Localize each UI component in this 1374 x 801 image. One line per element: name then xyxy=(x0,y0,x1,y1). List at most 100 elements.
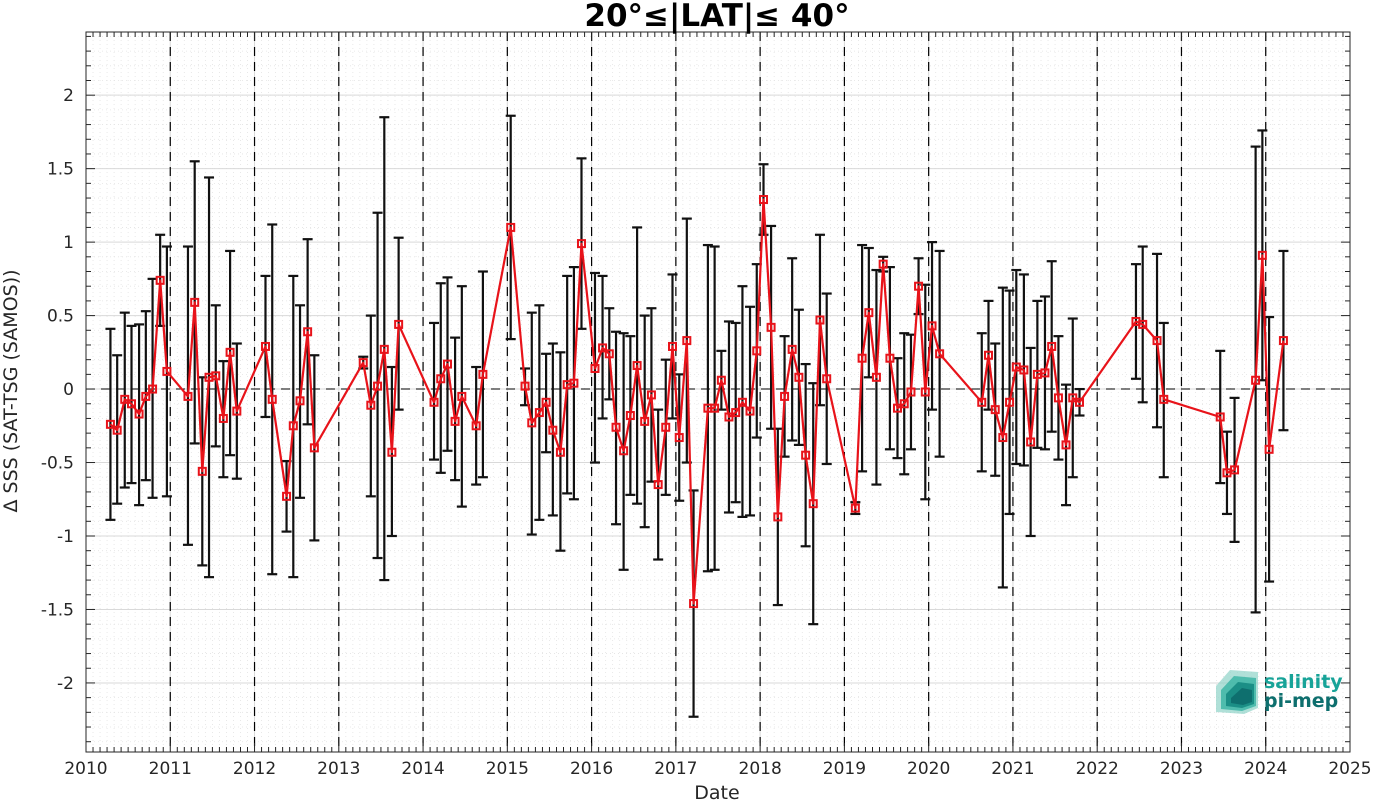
data-point xyxy=(632,361,642,371)
data-point xyxy=(127,399,137,409)
y-tick-label: 0.5 xyxy=(47,307,74,327)
x-tick-label: 2024 xyxy=(1244,759,1287,779)
data-point xyxy=(387,447,397,457)
data-point xyxy=(520,381,530,391)
logo-text-salinity: salinity xyxy=(1264,671,1343,693)
x-tick-label: 2025 xyxy=(1328,759,1371,779)
data-point xyxy=(1047,341,1057,351)
data-point xyxy=(548,425,558,435)
data-point xyxy=(759,195,769,205)
data-point xyxy=(373,381,383,391)
data-point xyxy=(1251,375,1261,385)
data-point xyxy=(1061,440,1071,450)
x-tick-label: 2012 xyxy=(233,759,276,779)
data-point xyxy=(920,387,930,397)
data-point xyxy=(640,416,650,426)
data-point xyxy=(358,358,368,368)
y-tick-label: -2 xyxy=(57,674,74,694)
data-point xyxy=(590,363,600,373)
y-tick-label: 1 xyxy=(63,233,74,253)
data-point xyxy=(899,399,909,409)
x-tick-label: 2010 xyxy=(64,759,107,779)
axes xyxy=(85,31,1351,753)
x-tick-label: 2015 xyxy=(486,759,529,779)
data-point xyxy=(1138,319,1148,329)
y-tick-label: 0 xyxy=(63,380,74,400)
data-point xyxy=(1075,397,1085,407)
data-point xyxy=(162,366,172,376)
data-point xyxy=(977,397,987,407)
data-point xyxy=(1257,250,1267,260)
data-point xyxy=(815,315,825,325)
data-point xyxy=(737,397,747,407)
data-point xyxy=(935,349,945,359)
data-point xyxy=(134,409,144,419)
data-point xyxy=(1159,394,1169,404)
data-point xyxy=(183,391,193,401)
data-point xyxy=(190,297,200,307)
x-tick-label: 2014 xyxy=(401,759,444,779)
data-point xyxy=(288,421,298,431)
data-point xyxy=(112,425,122,435)
data-point xyxy=(366,400,376,410)
x-tick-label: 2021 xyxy=(991,759,1034,779)
y-axis-label: Δ SSS (SAT-TSG (SAMOS)) xyxy=(0,269,22,512)
data-point xyxy=(822,374,832,384)
data-point xyxy=(667,341,677,351)
data-point xyxy=(141,391,151,401)
data-point xyxy=(773,512,783,522)
x-tick-label: 2020 xyxy=(907,759,950,779)
data-point xyxy=(1005,397,1015,407)
data-point xyxy=(914,281,924,291)
x-tick-label: 2016 xyxy=(570,759,613,779)
data-point xyxy=(232,406,242,416)
data-point xyxy=(155,275,165,285)
data-point xyxy=(527,418,537,428)
data-point xyxy=(1215,412,1225,422)
error-bar xyxy=(450,336,461,482)
data-point xyxy=(661,422,671,432)
data-point xyxy=(534,408,544,418)
x-tick-label: 2017 xyxy=(654,759,697,779)
data-point xyxy=(611,422,621,432)
data-point xyxy=(478,369,488,379)
year-separators xyxy=(169,32,1267,752)
error-bar xyxy=(429,321,440,461)
data-point xyxy=(745,406,755,416)
data-point xyxy=(794,372,804,382)
y-tick-label: -1.5 xyxy=(41,600,74,620)
data-point xyxy=(211,371,221,381)
x-tick-label: 2023 xyxy=(1160,759,1203,779)
data-point xyxy=(267,394,277,404)
chart-title: 20°≤|LAT|≤ 40° xyxy=(584,0,849,34)
data-point xyxy=(689,599,699,609)
data-point xyxy=(282,491,292,501)
data-point xyxy=(1053,393,1063,403)
data-point xyxy=(303,327,313,337)
data-point xyxy=(506,222,516,232)
data-point xyxy=(197,466,207,476)
x-tick-label: 2013 xyxy=(317,759,360,779)
data-point xyxy=(857,353,867,363)
data-point xyxy=(443,359,453,369)
data-point xyxy=(801,450,811,460)
y-tick-labels: 2 1.5 1 0.5 0 -0.5 -1 -1.5 -2 xyxy=(41,86,74,694)
data-point xyxy=(604,349,614,359)
data-point xyxy=(218,413,228,423)
data-point xyxy=(906,387,916,397)
data-point xyxy=(710,403,720,413)
logo-mark-icon xyxy=(1216,670,1258,714)
data-point xyxy=(752,346,762,356)
data-point xyxy=(394,319,404,329)
data-point xyxy=(1019,365,1029,375)
x-tick-label: 2011 xyxy=(149,759,192,779)
data-point xyxy=(927,321,937,331)
data-point xyxy=(429,397,439,407)
data-point xyxy=(682,336,692,346)
data-point xyxy=(569,378,579,388)
data-point xyxy=(436,374,446,384)
logo-text-pi-mep: pi-mep xyxy=(1264,690,1338,712)
data-point xyxy=(885,353,895,363)
data-point xyxy=(1152,336,1162,346)
data-point xyxy=(457,391,467,401)
